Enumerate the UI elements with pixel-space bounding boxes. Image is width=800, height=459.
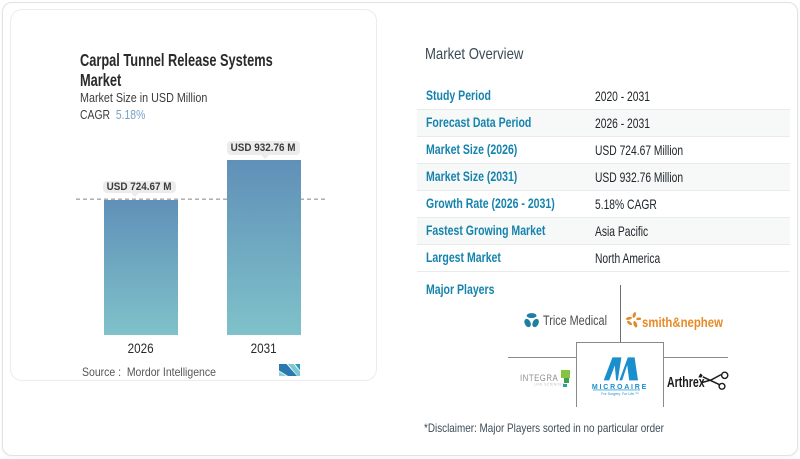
svg-text:For Surgery. For Life.™: For Surgery. For Life.™ (601, 392, 638, 396)
svg-text:MICROAIRE: MICROAIRE (592, 384, 648, 391)
